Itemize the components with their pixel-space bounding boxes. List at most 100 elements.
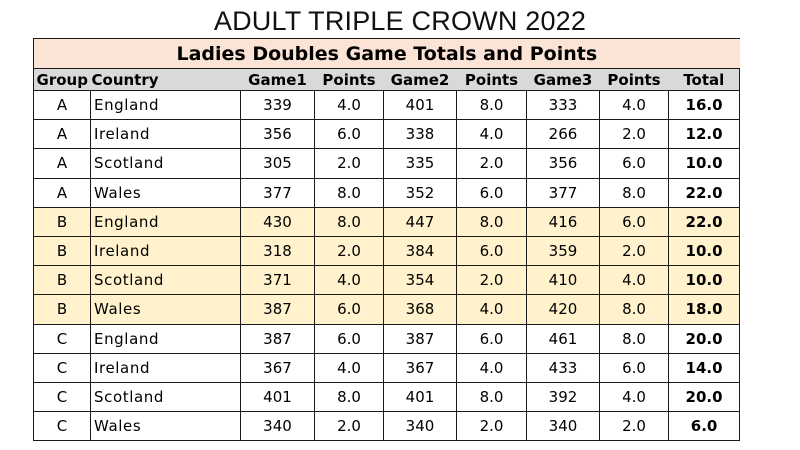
table-row: C Wales 340 2.0 340 2.0 340 2.0 6.0 <box>33 411 741 442</box>
cell-game2: 368 <box>383 294 457 325</box>
cell-points-2: 4.0 <box>456 119 527 150</box>
cell-game1: 371 <box>240 265 315 296</box>
table-caption: Ladies Doubles Game Totals and Points <box>32 38 740 69</box>
cell-points-2: 8.0 <box>456 206 527 237</box>
cell-game2: 352 <box>383 177 457 208</box>
table-row: B Scotland 371 4.0 354 2.0 410 4.0 10.0 <box>33 265 741 296</box>
cell-group: A <box>33 119 91 150</box>
cell-points-3: 8.0 <box>599 294 669 325</box>
cell-points-1: 4.0 <box>314 265 384 296</box>
table-row: A England 339 4.0 401 8.0 333 4.0 16.0 <box>33 89 741 121</box>
cell-game1: 339 <box>240 89 315 121</box>
cell-points-2: 2.0 <box>456 265 527 296</box>
table-row: A Scotland 305 2.0 335 2.0 356 6.0 10.0 <box>33 148 741 179</box>
cell-game2: 340 <box>383 411 457 442</box>
cell-game2: 401 <box>383 381 457 413</box>
cell-points-1: 8.0 <box>314 206 384 237</box>
cell-country: Ireland <box>90 235 241 267</box>
header-game3: Game3 <box>526 68 600 91</box>
cell-game3: 359 <box>526 235 600 267</box>
cell-game3: 416 <box>526 206 600 237</box>
cell-game1: 356 <box>240 119 315 150</box>
cell-game3: 461 <box>526 323 600 354</box>
cell-game3: 377 <box>526 177 600 208</box>
cell-game1: 377 <box>240 177 315 208</box>
ladies-doubles-table: Ladies Doubles Game Totals and Points Gr… <box>32 38 741 442</box>
cell-country: Scotland <box>90 148 241 179</box>
cell-total: 22.0 <box>667 206 741 237</box>
cell-game3: 410 <box>526 265 600 296</box>
cell-points-3: 8.0 <box>599 177 669 208</box>
cell-points-1: 8.0 <box>314 381 384 413</box>
table-row: C England 387 6.0 387 6.0 461 8.0 20.0 <box>33 323 741 354</box>
cell-game3: 392 <box>526 381 600 413</box>
cell-total: 14.0 <box>667 352 741 383</box>
cell-total: 10.0 <box>667 235 741 267</box>
cell-points-1: 2.0 <box>314 411 384 442</box>
cell-points-2: 2.0 <box>456 411 527 442</box>
cell-game1: 430 <box>240 206 315 237</box>
cell-points-3: 4.0 <box>599 265 669 296</box>
cell-total: 18.0 <box>667 294 741 325</box>
table-body: A England 339 4.0 401 8.0 333 4.0 16.0 A Ireland 35… <box>33 89 741 442</box>
header-points-3: Points <box>599 68 669 91</box>
cell-total: 6.0 <box>667 411 741 442</box>
cell-points-3: 2.0 <box>599 119 669 150</box>
cell-country: Scotland <box>90 381 241 413</box>
cell-game2: 354 <box>383 265 457 296</box>
cell-points-3: 8.0 <box>599 323 669 354</box>
cell-points-3: 2.0 <box>599 411 669 442</box>
cell-group: C <box>33 411 91 442</box>
cell-group: C <box>33 381 91 413</box>
header-points-1: Points <box>314 68 384 91</box>
cell-points-2: 6.0 <box>456 177 527 208</box>
cell-points-1: 6.0 <box>314 294 384 325</box>
cell-points-1: 4.0 <box>314 352 384 383</box>
cell-group: A <box>33 148 91 179</box>
cell-group: B <box>33 206 91 237</box>
cell-country: Wales <box>90 294 241 325</box>
cell-group: B <box>33 265 91 296</box>
cell-game1: 305 <box>240 148 315 179</box>
cell-game3: 266 <box>526 119 600 150</box>
cell-group: C <box>33 352 91 383</box>
cell-points-1: 4.0 <box>314 89 384 121</box>
cell-game3: 420 <box>526 294 600 325</box>
header-country: Country <box>90 68 241 91</box>
cell-points-3: 2.0 <box>599 235 669 267</box>
cell-total: 10.0 <box>667 265 741 296</box>
cell-group: C <box>33 323 91 354</box>
page-title: ADULT TRIPLE CROWN 2022 <box>213 6 587 36</box>
cell-points-2: 8.0 <box>456 381 527 413</box>
table-row: C Scotland 401 8.0 401 8.0 392 4.0 20.0 <box>33 381 741 413</box>
cell-group: A <box>33 89 91 121</box>
cell-total: 16.0 <box>667 89 741 121</box>
cell-points-3: 6.0 <box>599 206 669 237</box>
header-group: Group <box>33 68 91 91</box>
cell-game1: 387 <box>240 323 315 354</box>
header-game1: Game1 <box>240 68 315 91</box>
table-row: C Ireland 367 4.0 367 4.0 433 6.0 14.0 <box>33 352 741 383</box>
cell-points-2: 4.0 <box>456 352 527 383</box>
cell-country: England <box>90 323 241 354</box>
cell-game1: 340 <box>240 411 315 442</box>
cell-game2: 384 <box>383 235 457 267</box>
cell-points-3: 6.0 <box>599 352 669 383</box>
table-row: A Wales 377 8.0 352 6.0 377 8.0 22.0 <box>33 177 741 208</box>
cell-total: 20.0 <box>667 323 741 354</box>
cell-country: Ireland <box>90 352 241 383</box>
cell-game2: 335 <box>383 148 457 179</box>
cell-game2: 338 <box>383 119 457 150</box>
cell-country: Wales <box>90 411 241 442</box>
cell-country: Scotland <box>90 265 241 296</box>
cell-points-1: 2.0 <box>314 148 384 179</box>
cell-points-1: 2.0 <box>314 235 384 267</box>
cell-total: 22.0 <box>667 177 741 208</box>
table-row: B England 430 8.0 447 8.0 416 6.0 22.0 <box>33 206 741 237</box>
cell-country: Wales <box>90 177 241 208</box>
cell-game2: 367 <box>383 352 457 383</box>
cell-points-1: 6.0 <box>314 323 384 354</box>
table-row: B Ireland 318 2.0 384 6.0 359 2.0 10.0 <box>33 235 741 267</box>
header-points-2: Points <box>456 68 527 91</box>
cell-game3: 340 <box>526 411 600 442</box>
